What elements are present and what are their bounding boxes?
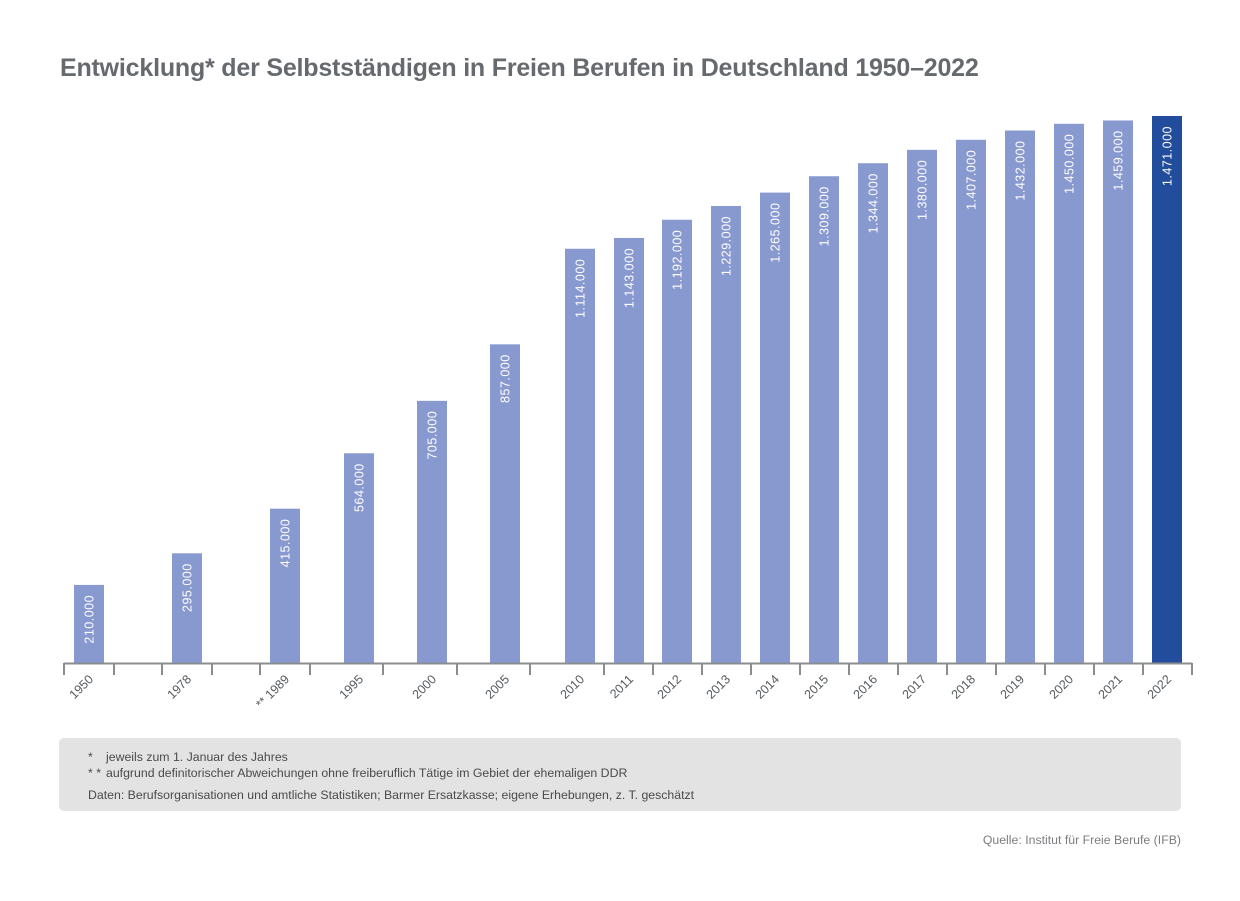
bar-value-label: 1.407.000 xyxy=(965,150,979,210)
bars-group: 210.000 295.000 415.000 564.000 705.000 857.0… xyxy=(74,116,1182,664)
chart-title: Entwicklung* der Selbstständigen in Frei… xyxy=(60,54,979,82)
bar-value-label: 564.000 xyxy=(353,463,367,512)
bar-value-label: 705.000 xyxy=(426,411,440,460)
bar-value-label: 1.450.000 xyxy=(1063,134,1077,194)
x-tick-label: 2018 xyxy=(949,672,979,702)
bar-2016 xyxy=(858,163,888,663)
x-tick-label: 2010 xyxy=(558,672,588,702)
footnote-1-text: jeweils zum 1. Januar des Jahres xyxy=(106,750,288,764)
bar-2022 xyxy=(1152,116,1182,663)
x-tick-label: 2017 xyxy=(900,672,930,702)
bar-value-label: 1.459.000 xyxy=(1112,130,1126,190)
bar-2010 xyxy=(565,248,595,663)
footnote-2-mark: * * xyxy=(88,766,101,780)
bar-value-label: 1.114.000 xyxy=(574,259,588,318)
bar-2018 xyxy=(956,139,986,664)
bar-value-label: 1.192.000 xyxy=(671,230,685,290)
bar-value-label: 1.380.000 xyxy=(916,160,930,220)
x-axis xyxy=(63,662,1193,675)
bar-2020 xyxy=(1054,123,1084,664)
x-tick-label: 2020 xyxy=(1047,672,1077,702)
bar-1978 xyxy=(172,553,202,663)
bar-2019 xyxy=(1005,130,1035,663)
x-tick-label: 2015 xyxy=(802,672,832,702)
x-tick-label: 2014 xyxy=(753,672,783,702)
x-tick-label: 2011 xyxy=(607,672,636,701)
bar-value-label: 210.000 xyxy=(83,595,97,644)
x-tick-label: ** 1989 xyxy=(253,672,292,711)
x-tick-label: 2012 xyxy=(655,672,685,702)
x-tick-label: 1978 xyxy=(165,672,195,702)
x-tick-label: 2000 xyxy=(410,672,440,702)
x-tick-label: 1995 xyxy=(337,672,367,702)
bar-2015 xyxy=(809,176,839,663)
footnote-1-mark: * xyxy=(88,750,93,764)
bar-2017 xyxy=(907,149,937,664)
bar-2012 xyxy=(662,219,692,663)
bar-2013 xyxy=(711,205,741,663)
bar-2005 xyxy=(490,344,520,663)
bar-2014 xyxy=(760,192,790,664)
bar-value-label: 415.000 xyxy=(279,519,293,568)
bar-1989 xyxy=(270,508,300,663)
bar-value-label: 1.471.000 xyxy=(1161,126,1175,186)
bar-1995 xyxy=(344,453,374,663)
bar-2000 xyxy=(417,400,447,663)
x-tick-label: 1950 xyxy=(67,672,97,702)
x-axis-ticks: 1950 1978 ** 1989 1995 2000 2005 2010 2011 2012 2… xyxy=(67,672,1175,711)
footnotes-box: * jeweils zum 1. Januar des Jahres * * a… xyxy=(59,738,1181,811)
bar-value-label: 1.344.000 xyxy=(867,173,881,233)
bar-value-label: 1.265.000 xyxy=(769,203,783,263)
footnote-2-text: aufgrund definitorischer Abweichungen oh… xyxy=(106,766,628,780)
bar-value-label: 1.143.000 xyxy=(623,248,637,308)
x-tick-label: 2005 xyxy=(483,672,513,702)
bar-value-label: 1.229.000 xyxy=(720,216,734,276)
bar-value-label: 1.309.000 xyxy=(818,186,832,246)
bar-1950 xyxy=(74,584,104,663)
x-tick-label: 2013 xyxy=(704,672,734,702)
x-tick-label: 2019 xyxy=(998,672,1028,702)
x-tick-label: 2016 xyxy=(851,672,881,702)
bar-2011 xyxy=(614,237,644,663)
bar-2021 xyxy=(1103,120,1133,663)
bar-value-label: 295.000 xyxy=(181,563,195,612)
x-tick-label: 2021 xyxy=(1096,672,1126,702)
bar-value-label: 857.000 xyxy=(499,354,513,403)
bar-chart: 210.000 295.000 415.000 564.000 705.000 857.0… xyxy=(63,116,1193,711)
bar-value-label: 1.432.000 xyxy=(1014,141,1028,201)
footnote-2: * * aufgrund definitorischer Abweichunge… xyxy=(88,765,1181,781)
footnote-1: * jeweils zum 1. Januar des Jahres xyxy=(88,749,1181,765)
x-tick-label: 2022 xyxy=(1145,672,1175,702)
source-credit: Quelle: Institut für Freie Berufe (IFB) xyxy=(982,833,1181,847)
data-source-note: Daten: Berufsorganisationen und amtliche… xyxy=(88,788,695,802)
